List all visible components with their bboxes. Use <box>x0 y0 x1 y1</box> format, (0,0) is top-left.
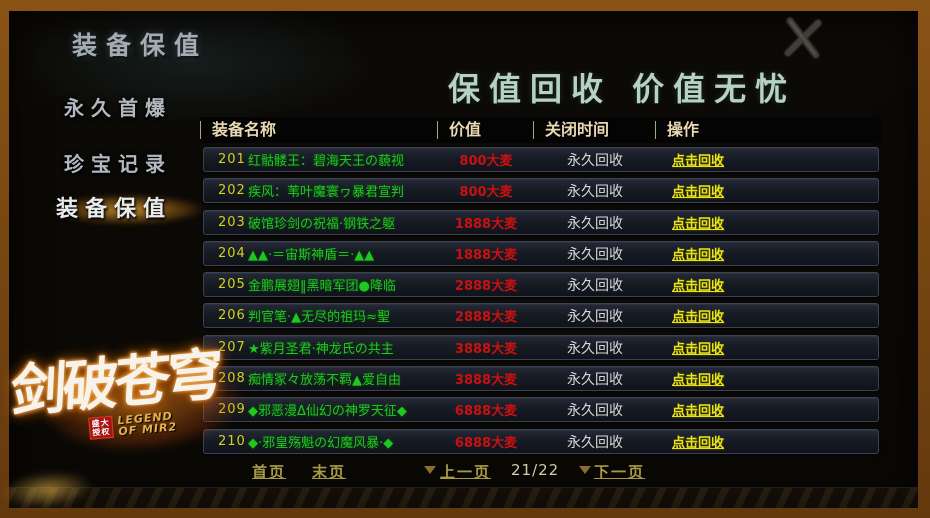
column-header-close-time: 关闭时间 <box>533 121 655 139</box>
item-price: 1888大麦 <box>454 217 518 232</box>
item-price: 800大麦 <box>459 185 513 200</box>
game-logo: 剑破苍穹 盛大 授权 LEGEND OF MIR2 <box>0 312 312 516</box>
close-time: 永久回收 <box>567 183 623 200</box>
close-time: 永久回收 <box>567 215 623 232</box>
next-page-link[interactable]: 下一页 <box>594 463 646 481</box>
sidebar-item-equipment-value[interactable]: 装备保值 <box>28 183 228 229</box>
row-number: 205 <box>218 277 246 292</box>
prev-page-arrow-icon[interactable] <box>424 466 436 474</box>
recycle-link[interactable]: 点击回收 <box>672 404 725 419</box>
row-number: 201 <box>218 152 246 167</box>
close-time: 永久回收 <box>567 246 623 263</box>
recycle-link[interactable]: 点击回收 <box>672 154 725 169</box>
logo-license-badge: 盛大 授权 <box>88 415 114 440</box>
item-price: 2888大麦 <box>454 279 518 294</box>
table-row: 207★紫月圣君·神龙氏の共主 3888大麦 永久回收 点击回收 <box>203 335 879 360</box>
item-price: 1888大麦 <box>454 248 518 263</box>
close-icon <box>783 16 823 60</box>
item-name: 红骷髅王：碧海天王の藐视 <box>248 154 405 169</box>
page-indicator: 21/22 <box>511 461 560 479</box>
close-button[interactable] <box>780 14 826 62</box>
recycle-link[interactable]: 点击回收 <box>672 436 725 451</box>
item-name: ▲▲·＝宙斯神盾＝·▲▲ <box>248 248 375 263</box>
item-price: 3888大麦 <box>454 373 518 388</box>
recycle-link[interactable]: 点击回收 <box>672 217 725 232</box>
sidebar-item-permanent-first-drop[interactable]: 永久首爆 <box>64 96 172 120</box>
slogan-banner: 保值回收 价值无忧 <box>448 70 797 108</box>
table-row: 205 金鹏展翅‖黑暗军团●降临 2888大麦 永久回收 点击回收 <box>203 272 879 297</box>
table-row: 202 疾风：苇叶魔寰ヮ暴君宣判 800大麦 永久回收 点击回收 <box>203 178 879 203</box>
table-row: 203 破馆珍剑の祝福·钢铁之躯 1888大麦 永久回收 点击回收 <box>203 210 879 235</box>
item-price: 6888大麦 <box>454 404 518 419</box>
window-title: 装备保值 <box>72 31 209 60</box>
prev-page-link[interactable]: 上一页 <box>440 463 492 481</box>
item-name: 疾风：苇叶魔寰ヮ暴君宣判 <box>248 185 405 200</box>
column-header-equipment-name: 装备名称 <box>200 121 437 139</box>
close-time: 永久回收 <box>567 340 623 357</box>
row-number: 204 <box>218 246 246 261</box>
recycle-link[interactable]: 点击回收 <box>672 342 725 357</box>
recycle-link[interactable]: 点击回收 <box>672 310 725 325</box>
item-name: 金鹏展翅‖黑暗军团●降临 <box>248 279 396 294</box>
recycle-link[interactable]: 点击回收 <box>672 373 725 388</box>
item-price: 6888大麦 <box>454 436 518 451</box>
column-header-value: 价值 <box>437 121 533 139</box>
item-price: 2888大麦 <box>454 310 518 325</box>
sidebar-item-treasure-records[interactable]: 珍宝记录 <box>64 152 172 176</box>
close-time: 永久回收 <box>567 152 623 169</box>
item-name: 破馆珍剑の祝福·钢铁之躯 <box>248 217 396 232</box>
next-page-arrow-icon[interactable] <box>579 466 591 474</box>
logo-subtitle: LEGEND OF MIR2 <box>117 410 178 439</box>
column-header-operation: 操作 <box>655 121 882 139</box>
item-price: 800大麦 <box>459 154 513 169</box>
table-row: 204 ▲▲·＝宙斯神盾＝·▲▲ 1888大麦 永久回收 点击回收 <box>203 241 879 266</box>
close-time: 永久回收 <box>567 434 623 451</box>
table-row: 208痴情冢々放荡不羁▲爱自由 3888大麦 永久回收 点击回收 <box>203 366 879 391</box>
recycle-link[interactable]: 点击回收 <box>672 279 725 294</box>
recycle-link[interactable]: 点击回收 <box>672 185 725 200</box>
sidebar-item-label: 装备保值 <box>56 197 173 222</box>
item-price: 3888大麦 <box>454 342 518 357</box>
recycle-link[interactable]: 点击回收 <box>672 248 725 263</box>
table-header: 装备名称 价值 关闭时间 操作 <box>200 117 882 143</box>
close-time: 永久回收 <box>567 277 623 294</box>
close-time: 永久回收 <box>567 308 623 325</box>
close-time: 永久回收 <box>567 371 623 388</box>
close-time: 永久回收 <box>567 402 623 419</box>
logo-badge-line2: 授权 <box>92 427 111 438</box>
table-row: 206 判官笔·▲无尽的祖玛≈聖 2888大麦 永久回收 点击回收 <box>203 303 879 328</box>
table-row: 209◆邪恶漫Δ仙幻の神罗天征◆ 6888大麦 永久回收 点击回收 <box>203 397 879 422</box>
table-row: 201 红骷髅王：碧海天王の藐视 800大麦 永久回收 点击回收 <box>203 147 879 172</box>
last-page-link[interactable]: 末页 <box>312 463 347 481</box>
